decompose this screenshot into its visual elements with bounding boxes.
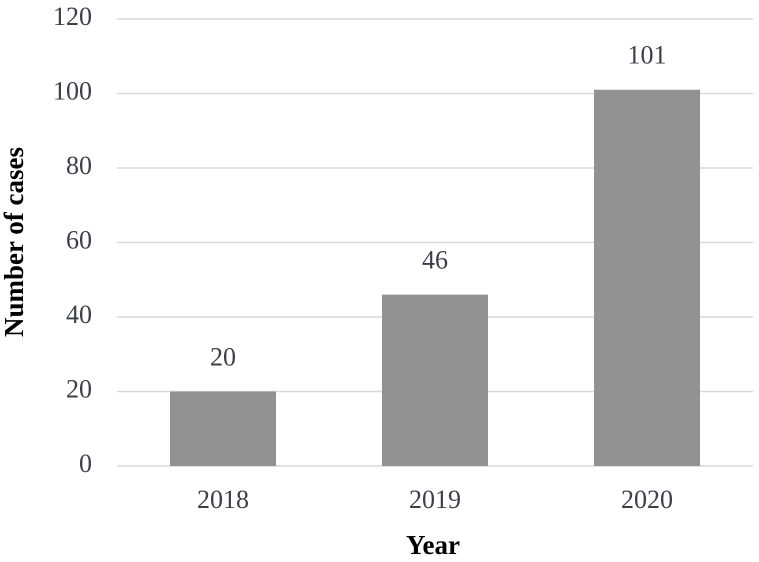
data-label: 46 [422, 246, 448, 275]
y-tick-label: 120 [53, 2, 92, 31]
y-tick-label: 20 [66, 374, 92, 403]
x-tick-label: 2020 [621, 485, 673, 514]
y-axis-title: Number of cases [0, 147, 29, 337]
bar [594, 89, 700, 467]
y-tick-label: 40 [66, 300, 92, 329]
data-label: 20 [210, 342, 236, 371]
bar [170, 391, 276, 466]
bar [382, 294, 488, 466]
y-tick-label: 0 [79, 449, 92, 478]
x-axis-title: Year [406, 530, 460, 560]
data-label: 101 [628, 41, 667, 70]
y-tick-label: 60 [66, 225, 92, 254]
y-tick-label: 80 [66, 151, 92, 180]
y-tick-label: 100 [53, 76, 92, 105]
x-tick-label: 2018 [197, 485, 249, 514]
x-tick-label: 2019 [409, 485, 461, 514]
